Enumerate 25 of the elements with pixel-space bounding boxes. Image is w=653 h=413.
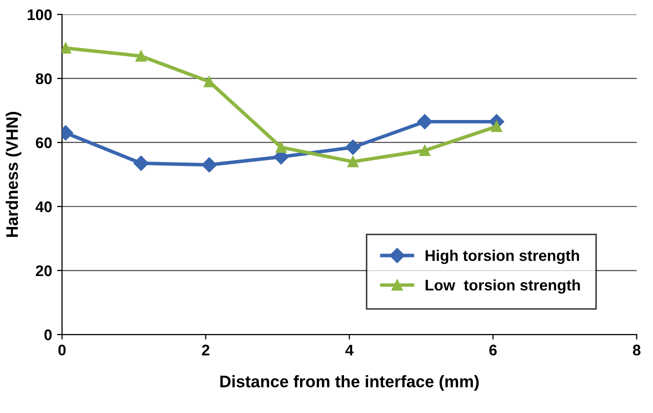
x-axis-title: Distance from the interface (mm) [220, 375, 479, 391]
legend-label: High torsion strength [426, 250, 580, 264]
x-tick-label: 2 [202, 344, 210, 356]
x-tick-label: 4 [345, 344, 354, 356]
point [135, 50, 147, 62]
y-tick-label: 60 [36, 137, 52, 148]
x-tick-label: 0 [58, 344, 66, 356]
point [491, 120, 502, 132]
y-tick-label: 100 [28, 9, 52, 20]
legend-label: Low torsion strength [426, 279, 580, 294]
y-tick-label: 20 [36, 265, 52, 276]
point [276, 142, 287, 153]
point [345, 140, 361, 155]
y-tick-label: 40 [36, 201, 52, 212]
point [419, 144, 430, 156]
point [202, 157, 217, 172]
x-tick-label: 6 [489, 344, 497, 356]
point [417, 114, 432, 130]
y-axis-title: Hardness (VHN) [6, 112, 22, 237]
point [204, 76, 215, 88]
point [133, 156, 149, 171]
x-tick-label: 8 [632, 344, 640, 356]
y-tick-label: 80 [36, 73, 52, 84]
point [347, 156, 358, 168]
y-tick-label: 0 [44, 329, 52, 340]
